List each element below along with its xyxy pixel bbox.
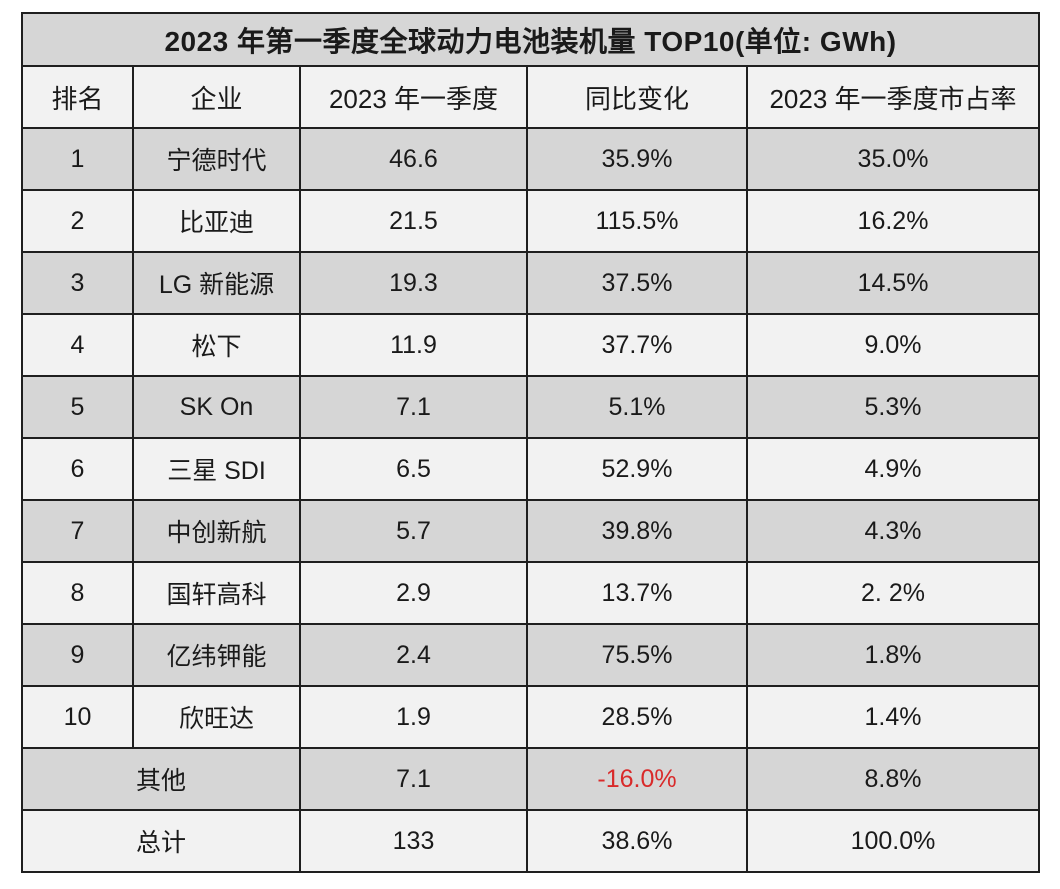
- share-cell: 4.9%: [746, 437, 1040, 501]
- table-row: 1 宁德时代 46.6 35.9% 35.0%: [21, 127, 1040, 191]
- table-row: 8 国轩高科 2.9 13.7% 2. 2%: [21, 561, 1040, 625]
- share-cell: 8.8%: [746, 747, 1040, 811]
- header-share: 2023 年一季度市占率: [746, 65, 1040, 129]
- rank-cell: 7: [21, 499, 134, 563]
- rank-cell: 9: [21, 623, 134, 687]
- share-cell: 100.0%: [746, 809, 1040, 873]
- company-cell: SK On: [132, 375, 301, 439]
- other-label-cell: 其他: [21, 747, 301, 811]
- rank-cell: 8: [21, 561, 134, 625]
- share-cell: 2. 2%: [746, 561, 1040, 625]
- rank-cell: 2: [21, 189, 134, 253]
- yoy-cell: 75.5%: [526, 623, 748, 687]
- table-title: 2023 年第一季度全球动力电池装机量 TOP10(单位: GWh): [21, 12, 1040, 67]
- yoy-cell: 13.7%: [526, 561, 748, 625]
- q1-cell: 7.1: [299, 375, 528, 439]
- company-cell: 三星 SDI: [132, 437, 301, 501]
- q1-cell: 11.9: [299, 313, 528, 377]
- q1-cell: 6.5: [299, 437, 528, 501]
- table-row: 9 亿纬钾能 2.4 75.5% 1.8%: [21, 623, 1040, 687]
- rank-cell: 1: [21, 127, 134, 191]
- yoy-cell: 5.1%: [526, 375, 748, 439]
- yoy-cell: 115.5%: [526, 189, 748, 253]
- table-row-other: 其他 7.1 -16.0% 8.8%: [21, 747, 1040, 811]
- table-row-total: 总计 133 38.6% 100.0%: [21, 809, 1040, 873]
- table-row: 3 LG 新能源 19.3 37.5% 14.5%: [21, 251, 1040, 315]
- table-row: 10 欣旺达 1.9 28.5% 1.4%: [21, 685, 1040, 749]
- yoy-cell: 37.7%: [526, 313, 748, 377]
- yoy-cell: 37.5%: [526, 251, 748, 315]
- company-cell: LG 新能源: [132, 251, 301, 315]
- yoy-cell: 52.9%: [526, 437, 748, 501]
- table-title-row: 2023 年第一季度全球动力电池装机量 TOP10(单位: GWh): [21, 12, 1040, 67]
- rank-cell: 5: [21, 375, 134, 439]
- header-company: 企业: [132, 65, 301, 129]
- header-rank: 排名: [21, 65, 134, 129]
- company-cell: 宁德时代: [132, 127, 301, 191]
- q1-cell: 2.4: [299, 623, 528, 687]
- share-cell: 5.3%: [746, 375, 1040, 439]
- yoy-cell: 39.8%: [526, 499, 748, 563]
- table-row: 2 比亚迪 21.5 115.5% 16.2%: [21, 189, 1040, 253]
- header-q1: 2023 年一季度: [299, 65, 528, 129]
- rank-cell: 6: [21, 437, 134, 501]
- company-cell: 比亚迪: [132, 189, 301, 253]
- company-cell: 亿纬钾能: [132, 623, 301, 687]
- rank-cell: 4: [21, 313, 134, 377]
- q1-cell: 46.6: [299, 127, 528, 191]
- yoy-cell: 35.9%: [526, 127, 748, 191]
- q1-cell: 1.9: [299, 685, 528, 749]
- q1-cell: 2.9: [299, 561, 528, 625]
- table-row: 4 松下 11.9 37.7% 9.0%: [21, 313, 1040, 377]
- share-cell: 9.0%: [746, 313, 1040, 377]
- share-cell: 14.5%: [746, 251, 1040, 315]
- table-row: 5 SK On 7.1 5.1% 5.3%: [21, 375, 1040, 439]
- q1-cell: 21.5: [299, 189, 528, 253]
- table-row: 6 三星 SDI 6.5 52.9% 4.9%: [21, 437, 1040, 501]
- yoy-cell-negative: -16.0%: [526, 747, 748, 811]
- company-cell: 欣旺达: [132, 685, 301, 749]
- yoy-cell: 28.5%: [526, 685, 748, 749]
- company-cell: 松下: [132, 313, 301, 377]
- table-row: 7 中创新航 5.7 39.8% 4.3%: [21, 499, 1040, 563]
- q1-cell: 5.7: [299, 499, 528, 563]
- rank-cell: 3: [21, 251, 134, 315]
- table-header-row: 排名 企业 2023 年一季度 同比变化 2023 年一季度市占率: [21, 65, 1040, 129]
- total-label-cell: 总计: [21, 809, 301, 873]
- share-cell: 16.2%: [746, 189, 1040, 253]
- share-cell: 35.0%: [746, 127, 1040, 191]
- company-cell: 中创新航: [132, 499, 301, 563]
- q1-cell: 19.3: [299, 251, 528, 315]
- company-cell: 国轩高科: [132, 561, 301, 625]
- rank-cell: 10: [21, 685, 134, 749]
- battery-installation-table: 2023 年第一季度全球动力电池装机量 TOP10(单位: GWh) 排名 企业…: [21, 12, 1040, 873]
- share-cell: 1.4%: [746, 685, 1040, 749]
- q1-cell: 133: [299, 809, 528, 873]
- share-cell: 4.3%: [746, 499, 1040, 563]
- share-cell: 1.8%: [746, 623, 1040, 687]
- q1-cell: 7.1: [299, 747, 528, 811]
- header-yoy: 同比变化: [526, 65, 748, 129]
- yoy-cell: 38.6%: [526, 809, 748, 873]
